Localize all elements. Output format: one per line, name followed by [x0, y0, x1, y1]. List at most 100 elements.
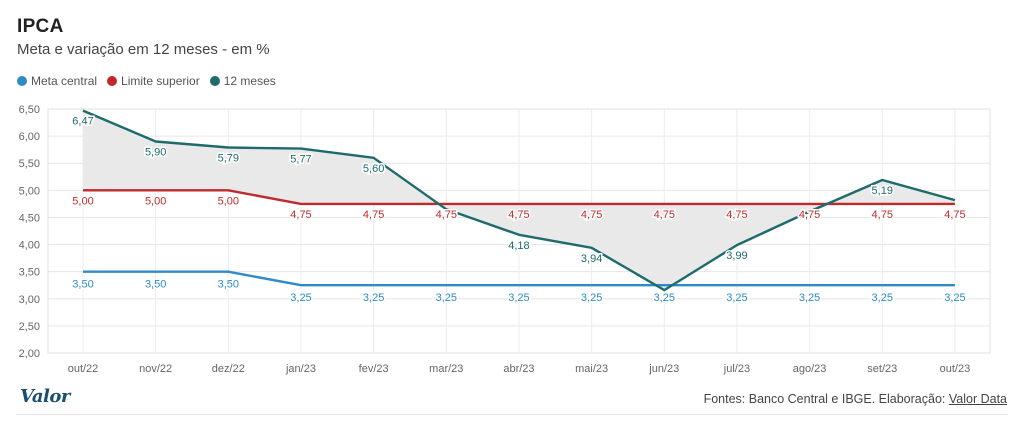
data-label: 4,18 — [508, 240, 529, 252]
legend-dot-12-meses — [209, 76, 220, 86]
data-label-halo: 3,25 — [290, 292, 311, 304]
legend-item-limite-superior[interactable]: Limite superior — [107, 74, 200, 88]
data-label: 4,75 — [508, 209, 529, 221]
data-label: 5,60 — [363, 163, 384, 175]
x-tick-label: jun/23 — [648, 363, 679, 375]
data-label: 3,25 — [290, 292, 311, 304]
y-tick-label: 5,50 — [19, 158, 40, 170]
legend-item-meta-central[interactable]: Meta central — [17, 74, 97, 88]
legend-item-12-meses[interactable]: 12 meses — [209, 74, 276, 88]
data-label-halo: 3,25 — [363, 292, 384, 304]
data-label-halo: 3,25 — [654, 292, 675, 304]
series-lines — [82, 109, 956, 292]
legend-label: Meta central — [31, 74, 98, 88]
chart-subtitle: Meta e variação em 12 meses - em % — [17, 41, 270, 58]
data-label: 4,75 — [726, 209, 747, 221]
series-line-12-meses — [82, 109, 956, 292]
data-label-halo: 4,75 — [799, 209, 820, 221]
data-label: 4,75 — [581, 209, 602, 221]
y-tick-label: 3,50 — [19, 267, 40, 279]
x-tick-label: out/22 — [68, 363, 99, 375]
data-label-halo: 4,75 — [436, 209, 457, 221]
y-tick-label: 3,00 — [19, 294, 40, 306]
x-tick-label: fev/23 — [359, 363, 389, 375]
x-tick-label: mar/23 — [429, 363, 463, 375]
legend-label: 12 meses — [223, 74, 276, 88]
x-tick-label: abr/23 — [503, 363, 534, 375]
data-label: 4,75 — [290, 209, 311, 221]
data-label: 4,75 — [436, 209, 457, 221]
data-label-halo: 4,75 — [654, 209, 675, 221]
plot-frame — [47, 108, 991, 354]
data-label-halo: 3,25 — [726, 292, 747, 304]
legend-label: Limite superior — [121, 74, 200, 88]
legend: Meta central Limite superior 12 meses — [17, 74, 286, 88]
bottom-divider — [17, 414, 1007, 415]
data-label: 3,94 — [581, 253, 602, 265]
data-label-halo: 5,60 — [363, 163, 384, 175]
y-tick-label: 4,00 — [19, 240, 40, 252]
y-tick-label: 6,00 — [19, 131, 40, 143]
data-label: 4,75 — [944, 209, 965, 221]
data-label-halo: 3,25 — [799, 292, 820, 304]
data-label: 4,75 — [872, 209, 893, 221]
data-label-halo: 5,00 — [218, 195, 239, 207]
data-label-halo: 3,94 — [581, 253, 602, 265]
source-prefix: Fontes: Banco Central e IBGE. Elaboração… — [703, 392, 949, 406]
data-label: 5,90 — [145, 147, 166, 159]
x-tick-label: mai/23 — [575, 363, 608, 375]
data-label: 3,50 — [145, 279, 166, 291]
data-label-halo: 4,75 — [508, 209, 529, 221]
data-label: 6,47 — [72, 116, 93, 128]
series-line-meta-central — [83, 270, 955, 287]
data-label: 3,99 — [726, 250, 747, 262]
legend-dot-limite-superior — [107, 76, 118, 86]
data-label: 5,00 — [145, 195, 166, 207]
data-label-halo: 3,25 — [581, 292, 602, 304]
chart-title: IPCA — [17, 16, 64, 37]
data-label: 4,75 — [799, 209, 820, 221]
data-label: 4,75 — [654, 209, 675, 221]
data-label-halo: 3,25 — [508, 292, 529, 304]
data-label-halo: 3,50 — [72, 279, 93, 291]
data-label: 5,00 — [218, 195, 239, 207]
data-label: 5,00 — [72, 195, 93, 207]
x-tick-label: jul/23 — [723, 363, 750, 375]
x-tick-label: nov/22 — [139, 363, 172, 375]
data-label: 5,79 — [218, 152, 239, 164]
data-label-halo: 4,75 — [290, 209, 311, 221]
data-label-halo: 3,25 — [872, 292, 893, 304]
y-tick-label: 5,00 — [19, 185, 40, 197]
source-note: Fontes: Banco Central e IBGE. Elaboração… — [704, 392, 1007, 406]
data-label-halo: 4,75 — [944, 209, 965, 221]
axis-labels: 2,00 2,50 3,00 3,50 4,00 4,50 5,00 5,50 6,00 6,50… — [19, 104, 971, 375]
data-label: 3,25 — [581, 292, 602, 304]
data-label-halo: 5,90 — [145, 147, 166, 159]
data-label-halo: 5,00 — [72, 195, 93, 207]
y-tick-label: 4,50 — [19, 212, 40, 224]
y-tick-label: 6,50 — [19, 104, 40, 116]
data-label-halo: 4,18 — [508, 240, 529, 252]
data-label: 5,77 — [290, 154, 311, 166]
data-labels: 3,503,50 3,503,50 3,503,503,253,25 3,253,25… — [71, 114, 967, 306]
y-tick-label: 2,00 — [19, 348, 40, 360]
deviation-area — [83, 110, 955, 291]
y-tick-label: 2,50 — [19, 321, 40, 333]
x-tick-label: set/23 — [867, 363, 897, 375]
data-label-halo: 4,75 — [872, 209, 893, 221]
data-label-halo: 4,75 — [363, 209, 384, 221]
x-tick-label: jan/23 — [285, 363, 316, 375]
data-label: 4,75 — [363, 209, 384, 221]
valor-logo: Valor — [20, 386, 70, 407]
data-label: 3,50 — [218, 279, 239, 291]
data-label: 3,25 — [726, 292, 747, 304]
data-label: 5,19 — [872, 185, 893, 197]
x-tick-label: out/23 — [940, 363, 971, 375]
data-label-halo: 5,77 — [290, 154, 311, 166]
data-label-halo: 3,25 — [436, 292, 457, 304]
deviation-fill — [83, 110, 955, 291]
data-label: 3,50 — [72, 279, 93, 291]
data-label-halo: 3,25 — [944, 292, 965, 304]
source-link[interactable]: Valor Data — [948, 392, 1007, 406]
